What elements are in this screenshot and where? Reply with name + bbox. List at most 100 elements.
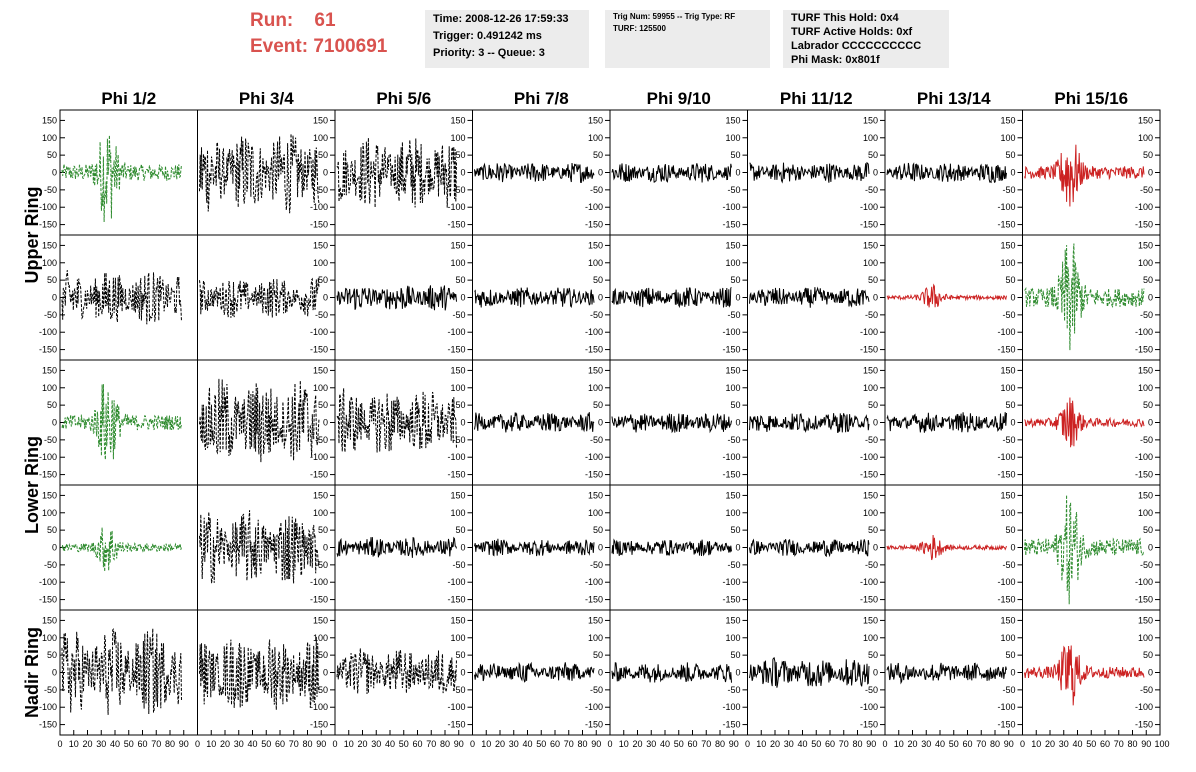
waveform-trace xyxy=(749,657,870,688)
y-tick-label: -150 xyxy=(310,220,328,230)
y-tick-label: 0 xyxy=(1010,543,1015,553)
y-tick-label: 50 xyxy=(1143,650,1153,660)
x-tick-label: 0 xyxy=(745,739,750,749)
waveform-trace xyxy=(336,137,457,208)
y-tick-label: -50 xyxy=(1002,185,1015,195)
x-tick-label: 40 xyxy=(660,739,670,749)
y-tick-label: -100 xyxy=(1135,327,1153,337)
y-tick-label: -50 xyxy=(865,185,878,195)
y-tick-label: 150 xyxy=(1000,490,1015,500)
x-tick-label: 10 xyxy=(69,739,79,749)
waveform-trace xyxy=(1024,645,1145,706)
y-tick-label: -150 xyxy=(447,470,465,480)
x-tick-label: 30 xyxy=(646,739,656,749)
y-tick-label: 50 xyxy=(868,275,878,285)
x-tick-label: 0 xyxy=(332,739,337,749)
x-tick-label: 70 xyxy=(1114,739,1124,749)
x-tick-label: 0 xyxy=(1020,739,1025,749)
y-tick-label: 100 xyxy=(588,258,603,268)
turf-active-line: TURF Active Holds: 0xf xyxy=(791,26,913,38)
y-tick-label: -100 xyxy=(585,452,603,462)
x-tick-label: 40 xyxy=(385,739,395,749)
event-label: Event: xyxy=(250,36,309,57)
waveform-trace xyxy=(336,285,457,311)
x-tick-label: 0 xyxy=(195,739,200,749)
y-tick-label: 150 xyxy=(313,240,328,250)
x-tick-label: 10 xyxy=(206,739,216,749)
y-tick-label: 150 xyxy=(1138,365,1153,375)
x-tick-label: 0 xyxy=(607,739,612,749)
x-tick-label: 80 xyxy=(302,739,312,749)
waveform-trace xyxy=(336,536,457,558)
y-tick-label: -100 xyxy=(447,452,465,462)
waveform-trace xyxy=(886,283,1007,308)
y-tick-label: -150 xyxy=(585,345,603,355)
y-tick-label: 50 xyxy=(593,650,603,660)
y-tick-label: 100 xyxy=(1000,258,1015,268)
y-tick-label: 50 xyxy=(1143,525,1153,535)
y-tick-label: 0 xyxy=(52,168,57,178)
turf-info-box: TURF This Hold: 0x4 TURF Active Holds: 0… xyxy=(783,10,949,68)
y-tick-label: -150 xyxy=(722,345,740,355)
y-tick-label: 50 xyxy=(47,150,57,160)
x-tick-label: 20 xyxy=(632,739,642,749)
waveform-trace xyxy=(199,133,320,214)
y-tick-label: 0 xyxy=(460,168,465,178)
y-tick-label: 150 xyxy=(588,115,603,125)
trig-info-box: Trig Num: 59955 -- Trig Type: RF TURF: 1… xyxy=(605,10,770,68)
y-tick-label: 150 xyxy=(450,240,465,250)
y-tick-label: 100 xyxy=(588,633,603,643)
x-tick-label: 0 xyxy=(882,739,887,749)
y-tick-label: 0 xyxy=(735,293,740,303)
y-tick-label: 150 xyxy=(725,115,740,125)
y-tick-label: -100 xyxy=(585,702,603,712)
y-tick-label: 150 xyxy=(863,240,878,250)
column-title: Phi 5/6 xyxy=(376,89,431,108)
y-tick-label: 100 xyxy=(313,508,328,518)
y-tick-label: 50 xyxy=(730,650,740,660)
waveform-trace xyxy=(611,163,732,183)
y-tick-label: 50 xyxy=(730,525,740,535)
x-tick-label: 40 xyxy=(110,739,120,749)
y-tick-label: 50 xyxy=(593,525,603,535)
y-tick-label: -100 xyxy=(997,452,1015,462)
y-tick-label: 100 xyxy=(42,383,57,393)
y-tick-label: -150 xyxy=(1135,345,1153,355)
y-tick-label: 50 xyxy=(318,150,328,160)
y-tick-label: 50 xyxy=(1005,650,1015,660)
waveform-trace xyxy=(61,135,182,223)
waveform-trace xyxy=(336,388,457,453)
y-tick-label: 150 xyxy=(1138,490,1153,500)
y-tick-label: 100 xyxy=(588,383,603,393)
x-tick-label: 90 xyxy=(729,739,739,749)
x-tick-label: 20 xyxy=(770,739,780,749)
x-tick-label: 20 xyxy=(220,739,230,749)
x-tick-label: 40 xyxy=(522,739,532,749)
y-tick-label: -100 xyxy=(722,702,740,712)
y-tick-label: -150 xyxy=(447,595,465,605)
y-tick-label: 100 xyxy=(1000,508,1015,518)
y-tick-label: -150 xyxy=(39,220,57,230)
x-tick-label: 80 xyxy=(440,739,450,749)
y-tick-label: -150 xyxy=(722,220,740,230)
y-tick-label: 150 xyxy=(725,240,740,250)
y-tick-label: 100 xyxy=(42,258,57,268)
y-tick-label: -150 xyxy=(860,345,878,355)
labrador-line: Labrador CCCCCCCCCC xyxy=(791,40,922,52)
y-tick-label: 100 xyxy=(313,383,328,393)
y-tick-label: -50 xyxy=(1002,310,1015,320)
ring-label: Nadir Ring xyxy=(22,627,42,718)
y-tick-label: 150 xyxy=(863,115,878,125)
y-tick-label: 100 xyxy=(42,508,57,518)
y-tick-label: 50 xyxy=(318,400,328,410)
x-tick-label: 90 xyxy=(316,739,326,749)
waveform-trace xyxy=(611,287,732,309)
y-tick-label: 150 xyxy=(1000,365,1015,375)
x-tick-label: 20 xyxy=(82,739,92,749)
y-tick-label: -100 xyxy=(860,577,878,587)
y-tick-label: 100 xyxy=(450,633,465,643)
y-tick-label: 150 xyxy=(313,365,328,375)
y-tick-label: 0 xyxy=(1148,668,1153,678)
y-tick-label: -50 xyxy=(727,435,740,445)
y-tick-label: -50 xyxy=(1002,435,1015,445)
